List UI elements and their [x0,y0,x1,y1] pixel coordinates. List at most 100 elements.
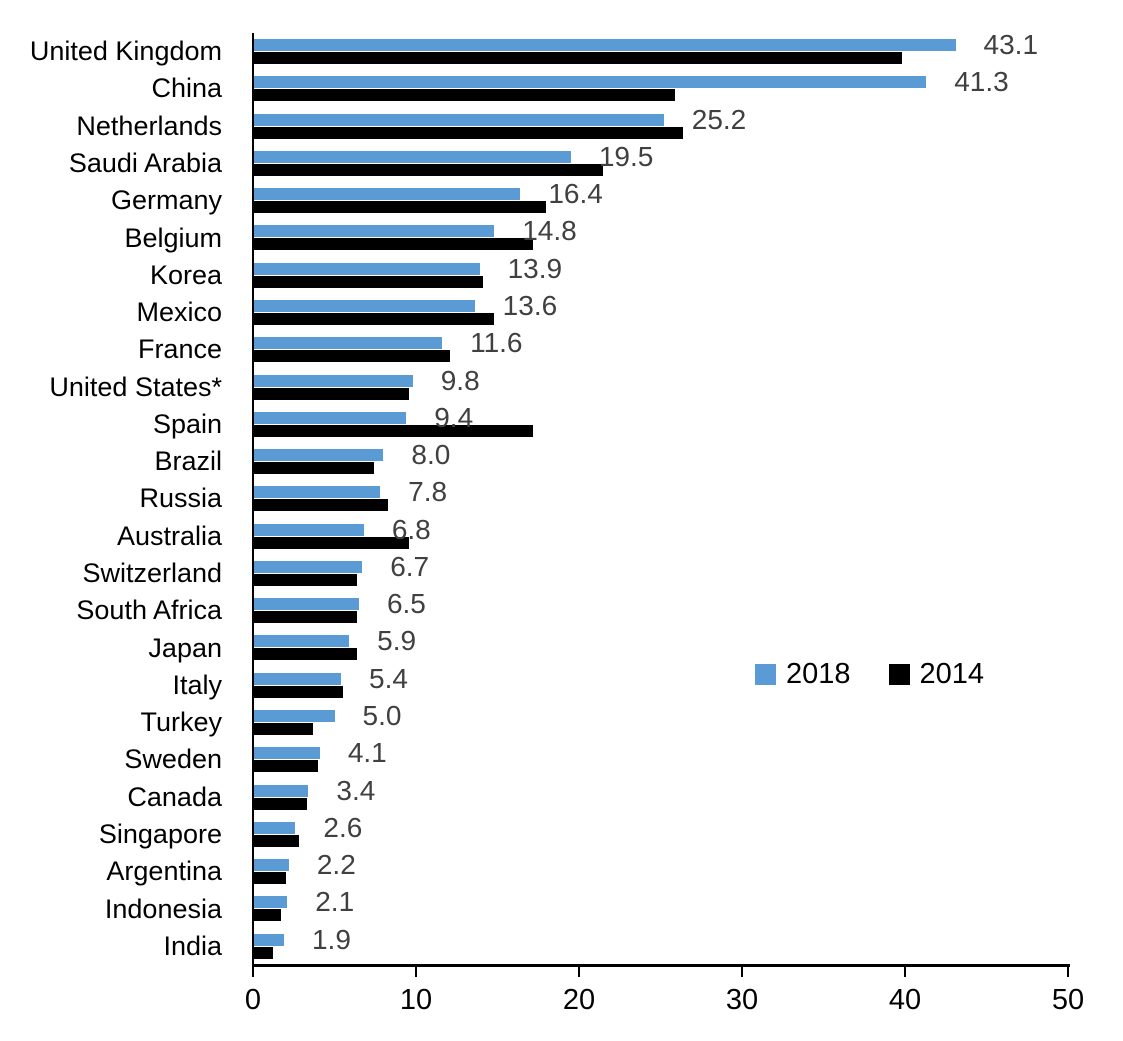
country-label: Turkey [140,707,222,738]
x-tick [415,966,417,977]
legend-label-2014: 2014 [919,658,985,690]
value-label-2018: 9.4 [434,401,474,433]
value-label-2018: 5.0 [362,700,402,732]
bar-2014 [253,909,281,922]
bar-2014 [253,462,374,475]
legend: 2018 2014 [755,658,984,691]
bar-2014 [253,201,547,214]
bar-2018 [253,859,289,872]
bar-2014 [253,797,307,810]
value-label-2018: 2.6 [323,811,363,843]
legend-label-2018: 2018 [786,658,851,690]
country-label: Belgium [124,222,222,253]
bar-2018 [253,710,335,723]
country-label: Argentina [106,856,222,887]
value-label-2018: 8.0 [411,439,451,471]
x-tick [1067,966,1069,977]
x-tick [741,966,743,977]
value-label-2018: 19.5 [598,140,654,172]
legend-item-2018: 2018 [755,658,851,691]
x-tick-label: 40 [888,984,922,1016]
bar-2014 [253,648,358,661]
bar-2014 [253,126,684,139]
x-tick [578,966,580,977]
bar-2018 [253,76,927,89]
x-tick-label: 30 [725,984,759,1016]
country-label: South Africa [76,595,222,626]
x-tick-label: 20 [562,984,596,1016]
legend-swatch-2018-icon [755,664,776,685]
bar-2014 [253,723,314,736]
country-label: Mexico [136,297,222,328]
bar-2014 [253,424,534,437]
bar-2018 [253,523,364,536]
legend-swatch-2014-icon [888,664,910,685]
value-label-2018: 41.3 [954,66,1009,98]
value-label-2018: 43.1 [983,29,1039,60]
country-label: United States* [49,371,222,402]
value-label-2018: 14.8 [522,215,577,247]
bar-2014 [253,312,495,325]
country-label: Russia [139,483,222,514]
value-label-2018: 7.8 [408,476,448,508]
country-label: Spain [152,408,222,439]
bar-2014 [253,89,676,102]
value-label-2018: 6.7 [390,550,430,582]
country-label: France [137,334,222,365]
y-axis-line [252,33,254,966]
bar-2014 [253,946,273,959]
bar-2014 [253,499,389,512]
x-tick-label: 50 [1051,984,1085,1016]
country-label: Japan [148,632,222,663]
country-label: Brazil [154,446,222,477]
x-tick-label: 10 [399,984,433,1016]
bar-2018 [253,598,359,611]
bar-2018 [253,449,384,462]
country-label: Singapore [98,819,222,849]
value-label-2018: 9.8 [440,364,480,396]
bar-2014 [253,872,286,885]
bar-2018 [253,225,495,238]
country-label: Australia [116,520,222,551]
country-label: Netherlands [76,110,222,141]
bar-2018 [253,188,521,201]
x-axis-line [252,964,1070,967]
country-label: China [151,73,222,104]
country-label: Indonesia [104,893,222,924]
value-label-2018: 11.6 [470,327,523,359]
country-label: United Kingdom [29,36,222,67]
value-label-2018: 6.5 [386,588,426,620]
bar-2014 [253,52,902,64]
bar-2014 [253,275,483,288]
value-label-2018: 5.4 [369,662,408,694]
bar-2018 [253,411,407,424]
bar-2018 [253,337,443,350]
country-label: Italy [172,669,222,700]
bar-2018 [253,635,350,648]
bar-2018 [253,821,296,834]
value-label-2018: 4.1 [347,737,387,769]
x-tick [252,966,254,977]
bar-2014 [253,685,343,698]
bar-2018 [253,113,664,126]
legend-item-2014: 2014 [888,658,985,691]
bar-2018 [253,486,381,499]
bar-2014 [253,536,410,549]
bar-2014 [253,573,358,586]
bar-2018 [253,896,288,909]
bar-2018 [253,560,363,573]
bar-2014 [253,387,410,400]
bar-2018 [253,262,480,275]
bar-2018 [253,39,956,51]
value-label-2018: 1.9 [311,923,351,955]
country-label: Switzerland [82,558,222,589]
x-tick-label: 0 [244,984,262,1016]
value-label-2018: 6.8 [391,513,431,545]
country-label: Sweden [124,744,222,775]
country-label: India [163,930,222,961]
bar-2014 [253,350,451,363]
bar-2014 [253,163,604,176]
bar-2018 [253,784,309,797]
country-label: Germany [110,185,222,216]
